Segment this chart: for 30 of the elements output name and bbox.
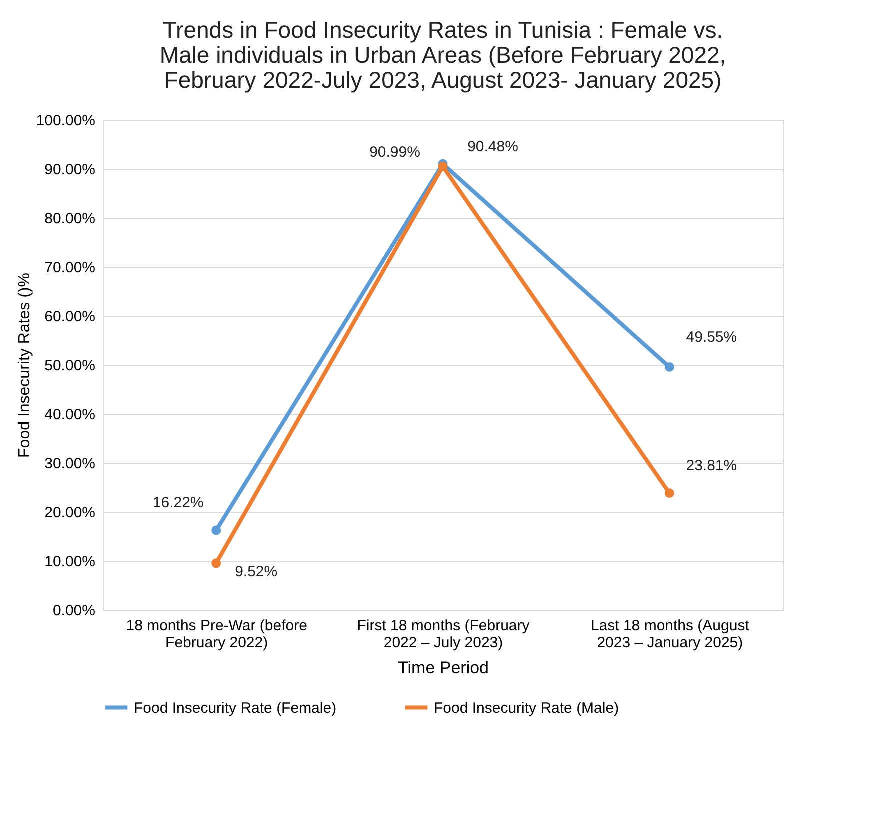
y-tick-label: 90.00% [44, 162, 96, 178]
x-tick-label: First 18 months (February 2022 – July 2023) [357, 618, 530, 652]
y-tick-label: 50.00% [44, 358, 96, 374]
point [664, 488, 674, 498]
x-tick-label: 18 months Pre-War (before February 2022) [126, 618, 308, 652]
y-tick-label: 0.00% [52, 602, 96, 620]
y-tick-label: 60.00% [44, 308, 96, 326]
y-tick-label: 70.00% [44, 260, 96, 276]
legend-label: Food Insecurity Rate (Male) [434, 700, 620, 717]
x-tick-label: Last 18 months (August 2023 – January 2025) [590, 618, 750, 652]
y-axis-title: Food Insecurity Rates ()% [16, 273, 34, 458]
legend-label: Food Insecurity Rate (Female) [134, 700, 337, 717]
y-tick-label: 20.00% [44, 504, 96, 522]
y-tick-label: 80.00% [44, 210, 96, 228]
point [212, 526, 222, 536]
point [438, 162, 448, 172]
data-label: 90.48% [468, 138, 518, 156]
y-tick-label: 100.00% [36, 112, 96, 130]
chart-title: Trends in Food Insecurity Rates in Tunisia : Female vs. Male individuals in Urban Areas (Before February 2022, February 2022-July 2023, August 2023- January 2025) [160, 17, 726, 93]
data-label: 23.81% [686, 457, 738, 474]
data-label: 16.22% [152, 494, 204, 512]
point [212, 558, 222, 568]
y-tick-label: 30.00% [44, 456, 96, 472]
data-label: 9.52% [235, 563, 278, 580]
y-tick-label: 40.00% [44, 406, 96, 424]
point [664, 362, 674, 372]
x-axis-title: Time Period [398, 658, 490, 678]
data-label: 49.55% [686, 329, 738, 346]
data-label: 90.99% [370, 144, 420, 162]
y-tick-label: 10.00% [44, 554, 96, 570]
